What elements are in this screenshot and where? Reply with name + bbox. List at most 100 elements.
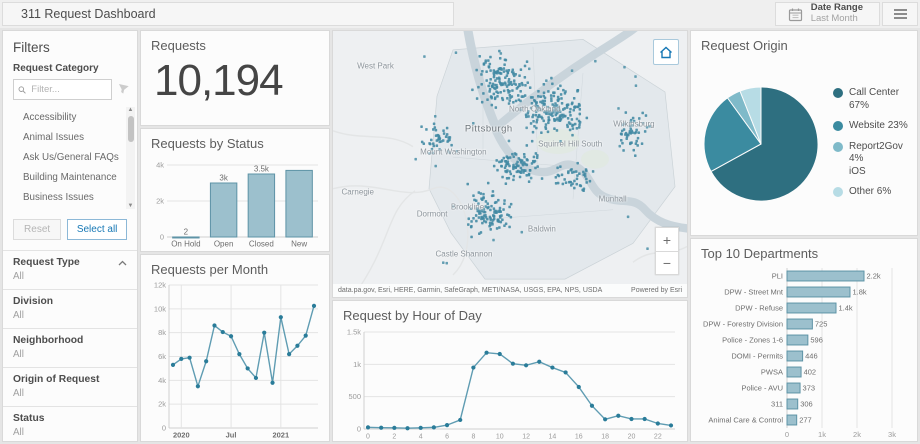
- svg-text:1k: 1k: [818, 430, 826, 439]
- zoom-out-button[interactable]: −: [655, 251, 679, 275]
- home-icon: [660, 46, 672, 58]
- filter-section-label: Neighborhood: [13, 335, 84, 346]
- requests-total-panel: Requests 10,194: [140, 30, 330, 126]
- filter-section-value: All: [13, 427, 24, 438]
- svg-text:18: 18: [601, 434, 609, 441]
- request-by-hour-panel: Request by Hour of Day 0 500 1k 1.5k 0 2 4 6 8 10…: [332, 300, 688, 442]
- request-category-label: Request Category: [13, 63, 99, 74]
- filter-section-neighborhood[interactable]: Neighborhood All: [3, 328, 137, 367]
- svg-text:402: 402: [804, 368, 817, 377]
- category-item[interactable]: Building Maintenance: [23, 171, 117, 183]
- filter-funnel-icon[interactable]: [117, 84, 129, 95]
- svg-text:DPW - Refuse: DPW - Refuse: [735, 304, 783, 313]
- powered-by-esri: Powered by Esri: [631, 287, 682, 294]
- legend-item[interactable]: Report2Gov 4% iOS: [833, 141, 911, 179]
- svg-text:306: 306: [800, 400, 813, 409]
- map-place-label: Mount Washington: [420, 147, 487, 157]
- map-place-label: Brookline: [450, 202, 485, 212]
- page-title: 311 Request Dashboard: [21, 7, 156, 21]
- svg-text:14: 14: [549, 434, 557, 441]
- svg-text:10: 10: [496, 434, 504, 441]
- svg-text:2k: 2k: [853, 430, 861, 439]
- map-place-label: West Park: [357, 61, 394, 71]
- svg-text:0: 0: [162, 424, 166, 433]
- legend-label: Other 6%: [849, 186, 892, 198]
- svg-text:8k: 8k: [158, 328, 166, 337]
- svg-text:2021: 2021: [272, 431, 289, 440]
- legend-label: Call Center 67%: [849, 87, 900, 111]
- svg-text:10k: 10k: [154, 304, 166, 313]
- category-filter-searchbox[interactable]: [13, 79, 112, 100]
- legend-item[interactable]: Website 23%: [833, 120, 911, 133]
- svg-text:20: 20: [628, 434, 636, 441]
- svg-text:8: 8: [471, 434, 475, 441]
- svg-text:725: 725: [815, 320, 828, 329]
- svg-text:PWSA: PWSA: [761, 368, 783, 377]
- reset-button[interactable]: Reset: [13, 219, 62, 240]
- category-item[interactable]: Business Issues: [23, 191, 94, 203]
- svg-text:Police - AVU: Police - AVU: [741, 384, 783, 393]
- legend-dot-icon: [833, 88, 843, 99]
- filter-section-request-type[interactable]: Request Type All: [3, 250, 137, 289]
- request-by-hour-title: Request by Hour of Day: [343, 308, 482, 323]
- scroll-up-icon[interactable]: ▲: [127, 107, 134, 113]
- category-filter-input[interactable]: [29, 83, 107, 96]
- map-panel[interactable]: West Park Pittsburgh Mount Washington North…: [332, 30, 688, 298]
- filter-section-origin-of-request[interactable]: Origin of Request All: [3, 367, 137, 406]
- svg-text:0: 0: [366, 434, 370, 441]
- top-departments-chart[interactable]: 0 1k 2k 3k PLI 2.2k DPW - Street Mnt 1.8k DPW - …: [691, 263, 917, 441]
- svg-text:2.2k: 2.2k: [867, 272, 881, 281]
- scrollbar-thumb[interactable]: [127, 116, 134, 142]
- category-item[interactable]: Animal Issues: [23, 131, 84, 143]
- map-place-label: Pittsburgh: [464, 123, 513, 135]
- request-by-hour-chart[interactable]: 0 500 1k 1.5k 0 2 4 6 8 10 12 14 16 18 20 22: [333, 325, 687, 441]
- category-item[interactable]: Accessibility: [23, 111, 77, 123]
- filter-sections: Request Type All Division All Neighborhood Al…: [3, 250, 137, 441]
- category-list: Accessibility Animal Issues Ask Us/General…: [3, 105, 137, 211]
- request-origin-title: Request Origin: [701, 38, 788, 53]
- map-place-label: Carnegie: [341, 187, 374, 197]
- map-canvas[interactable]: [333, 31, 687, 297]
- category-item[interactable]: City Facilities and Infrastructure: [23, 207, 121, 211]
- legend-item[interactable]: Other 6%: [833, 186, 911, 199]
- filter-section-value: All: [13, 271, 24, 282]
- request-origin-pie[interactable]: [699, 66, 825, 221]
- scroll-down-icon[interactable]: ▼: [127, 203, 134, 209]
- svg-text:2: 2: [184, 227, 189, 236]
- hamburger-menu-button[interactable]: [882, 2, 918, 26]
- map-home-button[interactable]: [653, 39, 679, 65]
- filter-section-value: All: [13, 310, 24, 321]
- title-box: 311 Request Dashboard: [2, 2, 454, 26]
- date-range-selector[interactable]: Date Range Last Month: [774, 2, 880, 26]
- search-icon: [18, 85, 26, 94]
- requests-by-status-chart[interactable]: 0 2k 4k 2 On Hold 3k Open 3.5k Closed New: [141, 153, 329, 251]
- select-all-button[interactable]: Select all: [67, 219, 127, 240]
- svg-text:Police - Zones 1-6: Police - Zones 1-6: [722, 336, 783, 345]
- requests-per-month-panel: Requests per Month 0 2k 4k 6k 8k 10k 12k 2020 Ju…: [140, 254, 330, 442]
- legend-dot-icon: [833, 187, 843, 198]
- filters-title: Filters: [13, 40, 50, 55]
- svg-text:2k: 2k: [156, 197, 164, 206]
- filter-section-division[interactable]: Division All: [3, 289, 137, 328]
- attribution-text: data.pa.gov, Esri, HERE, Garmin, SafeGra…: [338, 287, 603, 294]
- map-place-label: Dormont: [416, 209, 448, 219]
- svg-text:4k: 4k: [156, 161, 164, 170]
- legend-label: Website 23%: [849, 120, 908, 132]
- zoom-in-button[interactable]: +: [655, 227, 679, 251]
- legend-item[interactable]: Call Center 67%: [833, 87, 911, 112]
- filter-section-status[interactable]: Status All: [3, 406, 137, 441]
- calendar-icon: [788, 8, 802, 21]
- svg-text:22: 22: [654, 434, 662, 441]
- svg-text:2020: 2020: [173, 431, 190, 440]
- requests-per-month-chart[interactable]: 0 2k 4k 6k 8k 10k 12k 2020 Jul 2021: [141, 279, 329, 441]
- category-item[interactable]: Ask Us/General FAQs: [23, 151, 119, 163]
- requests-total-value: 10,194: [154, 56, 284, 105]
- svg-text:4k: 4k: [158, 376, 166, 385]
- legend-dot-icon: [833, 121, 843, 132]
- svg-text:Open: Open: [214, 240, 234, 249]
- svg-text:0: 0: [785, 430, 789, 439]
- svg-text:Animal Care & Control: Animal Care & Control: [708, 416, 783, 425]
- svg-text:DOMI - Permits: DOMI - Permits: [731, 352, 783, 361]
- category-list-scrollbar[interactable]: ▲ ▼: [126, 107, 135, 209]
